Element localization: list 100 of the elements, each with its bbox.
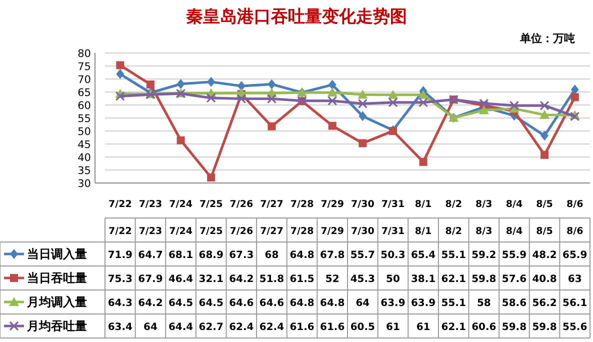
point: [570, 84, 579, 95]
x-tick-label: 7/23: [138, 199, 162, 210]
category-label: 7/29: [320, 226, 344, 237]
y-tick-label: 75: [78, 61, 91, 73]
category-label: 8/4: [506, 226, 523, 237]
x-tick-label: 7/27: [260, 199, 284, 210]
data-label: 50.3: [380, 250, 406, 261]
data-label: 67.9: [138, 274, 163, 285]
category-label: 8/3: [476, 226, 492, 237]
chart-title: 秦皇岛港口吞吐量变化走势图: [186, 7, 407, 27]
data-label: 63: [568, 274, 582, 285]
point: [540, 150, 549, 159]
data-label: 64.6: [259, 298, 284, 309]
data-label: 59.8: [532, 322, 557, 333]
data-label: 63.4: [108, 322, 133, 333]
point: [418, 90, 428, 99]
data-label: 50: [386, 274, 400, 285]
data-label: 64.4: [168, 322, 194, 333]
data-label: 51.8: [259, 274, 284, 285]
point: [358, 139, 367, 148]
x-tick-label: 8/3: [476, 199, 492, 210]
point: [388, 90, 398, 99]
legend-label: 当日调入量: [27, 247, 87, 261]
point: [236, 94, 246, 104]
y-tick-label: 65: [78, 87, 91, 99]
point: [540, 100, 550, 110]
point: [116, 69, 124, 80]
data-label: 67.3: [229, 250, 254, 261]
data-label: 62.7: [198, 322, 224, 333]
data-label: 61: [386, 322, 400, 333]
x-tick-label: 8/6: [566, 199, 584, 210]
legend-label: 月均调入量: [26, 295, 87, 309]
category-label: 7/24: [169, 226, 192, 237]
data-label: 55.7: [350, 250, 376, 261]
category-label: 7/25: [199, 226, 223, 237]
data-label: 64.5: [198, 298, 224, 309]
x-tick-label: 7/24: [169, 199, 193, 210]
category-label: 7/23: [138, 226, 162, 237]
point: [327, 88, 338, 97]
legend-label: 当日吞吐量: [27, 271, 87, 285]
category-label: 8/6: [566, 226, 584, 237]
point: [268, 79, 276, 90]
data-label: 64: [356, 298, 370, 309]
data-label: 64.2: [138, 298, 163, 309]
data-label: 64.8: [320, 298, 345, 309]
data-label: 71.9: [108, 250, 133, 261]
data-label: 55.1: [441, 250, 466, 261]
x-tick-label: 7/29: [320, 199, 344, 210]
data-label: 68.9: [198, 250, 224, 261]
data-label: 60.6: [472, 322, 496, 333]
point: [206, 93, 216, 103]
y-tick-label: 55: [78, 113, 91, 125]
x-tick-label: 8/1: [414, 199, 432, 210]
point: [268, 122, 276, 130]
point: [358, 111, 367, 122]
data-label: 62.1: [441, 274, 466, 285]
data-label: 64.2: [229, 274, 254, 285]
data-label: 68: [264, 250, 279, 261]
data-label: 59.2: [472, 250, 496, 261]
category-label: 8/2: [445, 226, 462, 237]
category-label: 7/22: [108, 226, 132, 237]
data-label: 60.5: [350, 322, 376, 333]
point: [207, 174, 216, 182]
data-label: 55.6: [562, 322, 588, 333]
category-label: 7/26: [230, 226, 254, 237]
x-tick-label: 8/4: [506, 199, 523, 210]
data-label: 62.1: [441, 322, 466, 333]
point: [418, 98, 428, 108]
y-tick-label: 35: [78, 165, 91, 177]
data-label: 61.6: [290, 322, 314, 333]
category-label: 7/31: [381, 226, 405, 237]
point: [540, 110, 550, 119]
y-tick-label: 50: [78, 126, 91, 138]
data-label: 55.9: [502, 250, 527, 261]
legend-label: 月均吞吐量: [26, 319, 87, 333]
y-tick-label: 40: [78, 152, 91, 164]
y-tick-label: 45: [78, 139, 91, 151]
point: [176, 136, 185, 144]
point: [116, 61, 124, 70]
x-tick-label: 8/5: [536, 199, 553, 210]
data-label: 64.8: [290, 298, 314, 309]
point: [478, 105, 489, 114]
data-label: 38.1: [410, 274, 436, 285]
data-label: 32.1: [198, 274, 224, 285]
point: [358, 90, 368, 99]
x-tick-label: 7/25: [199, 199, 223, 210]
point: [570, 93, 579, 102]
data-label: 56.2: [532, 298, 557, 309]
point: [328, 96, 338, 106]
category-label: 7/28: [290, 226, 314, 237]
y-tick-label: 70: [78, 74, 91, 86]
y-tick-label: 30: [78, 178, 91, 190]
data-label: 65.4: [410, 250, 436, 261]
x-tick-label: 7/30: [351, 199, 375, 210]
data-label: 64.3: [108, 298, 133, 309]
data-label: 68.1: [168, 250, 194, 261]
data-label: 64.8: [290, 250, 314, 261]
data-label: 48.2: [532, 250, 557, 261]
data-label: 57.6: [502, 274, 527, 285]
x-tick-label: 7/22: [108, 199, 132, 210]
